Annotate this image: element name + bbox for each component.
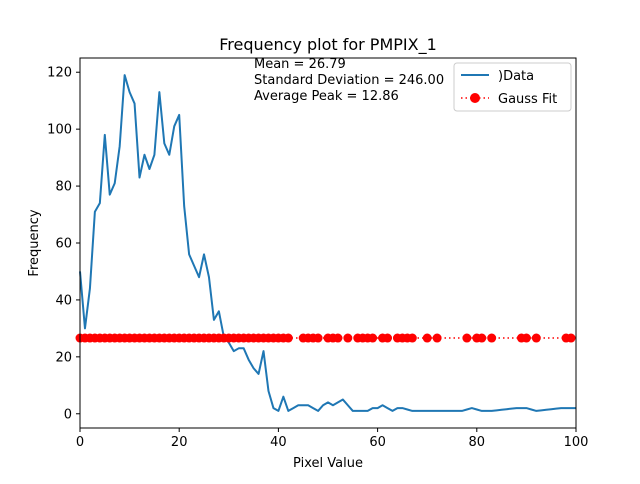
gauss-fit-marker [368, 333, 378, 343]
legend-label-gauss-fit: Gauss Fit [498, 92, 557, 107]
gauss-fit-marker [313, 333, 323, 343]
y-tick-label: 20 [55, 350, 72, 365]
annotation-std-dev: Standard Deviation = 246.00 [254, 73, 444, 88]
gauss-fit-marker [343, 333, 353, 343]
gauss-fit-marker [487, 333, 497, 343]
gauss-fit-marker [566, 333, 576, 343]
annotation-average-peak: Average Peak = 12.86 [254, 89, 399, 104]
x-axis-label: Pixel Value [293, 456, 363, 471]
x-tick-label: 0 [76, 435, 84, 450]
x-tick-label: 100 [564, 435, 589, 450]
gauss-fit-marker [333, 333, 343, 343]
gauss-fit-marker [383, 333, 393, 343]
y-tick-label: 40 [55, 293, 72, 308]
chart-title: Frequency plot for PMPIX_1 [219, 35, 437, 55]
legend-label-data: )Data [498, 69, 534, 84]
x-tick-label: 80 [469, 435, 486, 450]
legend-gauss-fit-marker-swatch [470, 93, 480, 103]
gauss-fit-marker [477, 333, 487, 343]
y-tick-label: 0 [64, 407, 72, 422]
data-series-line [79, 74, 576, 412]
gauss-fit-marker [521, 333, 531, 343]
x-tick-label: 60 [369, 435, 386, 450]
stats-annotations: Mean = 26.79 Standard Deviation = 246.00… [254, 57, 444, 104]
x-tick-label: 40 [270, 435, 287, 450]
legend: )Data Gauss Fit [453, 62, 572, 112]
x-axis: 0 20 40 60 80 100 [76, 428, 589, 450]
y-tick-label: 80 [55, 180, 72, 195]
plot-series [75, 74, 576, 412]
gauss-fit-marker [422, 333, 432, 343]
annotation-mean: Mean = 26.79 [254, 57, 346, 72]
x-tick-label: 20 [171, 435, 188, 450]
gauss-fit-marker [462, 333, 472, 343]
y-axis: 0 20 40 60 80 100 120 [47, 66, 80, 422]
gauss-fit-marker [432, 333, 442, 343]
y-tick-label: 120 [47, 66, 72, 81]
y-tick-label: 60 [55, 237, 72, 252]
gauss-fit-marker [283, 333, 293, 343]
y-axis-label: Frequency [27, 209, 42, 276]
y-tick-label: 100 [47, 123, 72, 138]
gauss-fit-marker [531, 333, 541, 343]
gauss-fit-marker [407, 333, 417, 343]
